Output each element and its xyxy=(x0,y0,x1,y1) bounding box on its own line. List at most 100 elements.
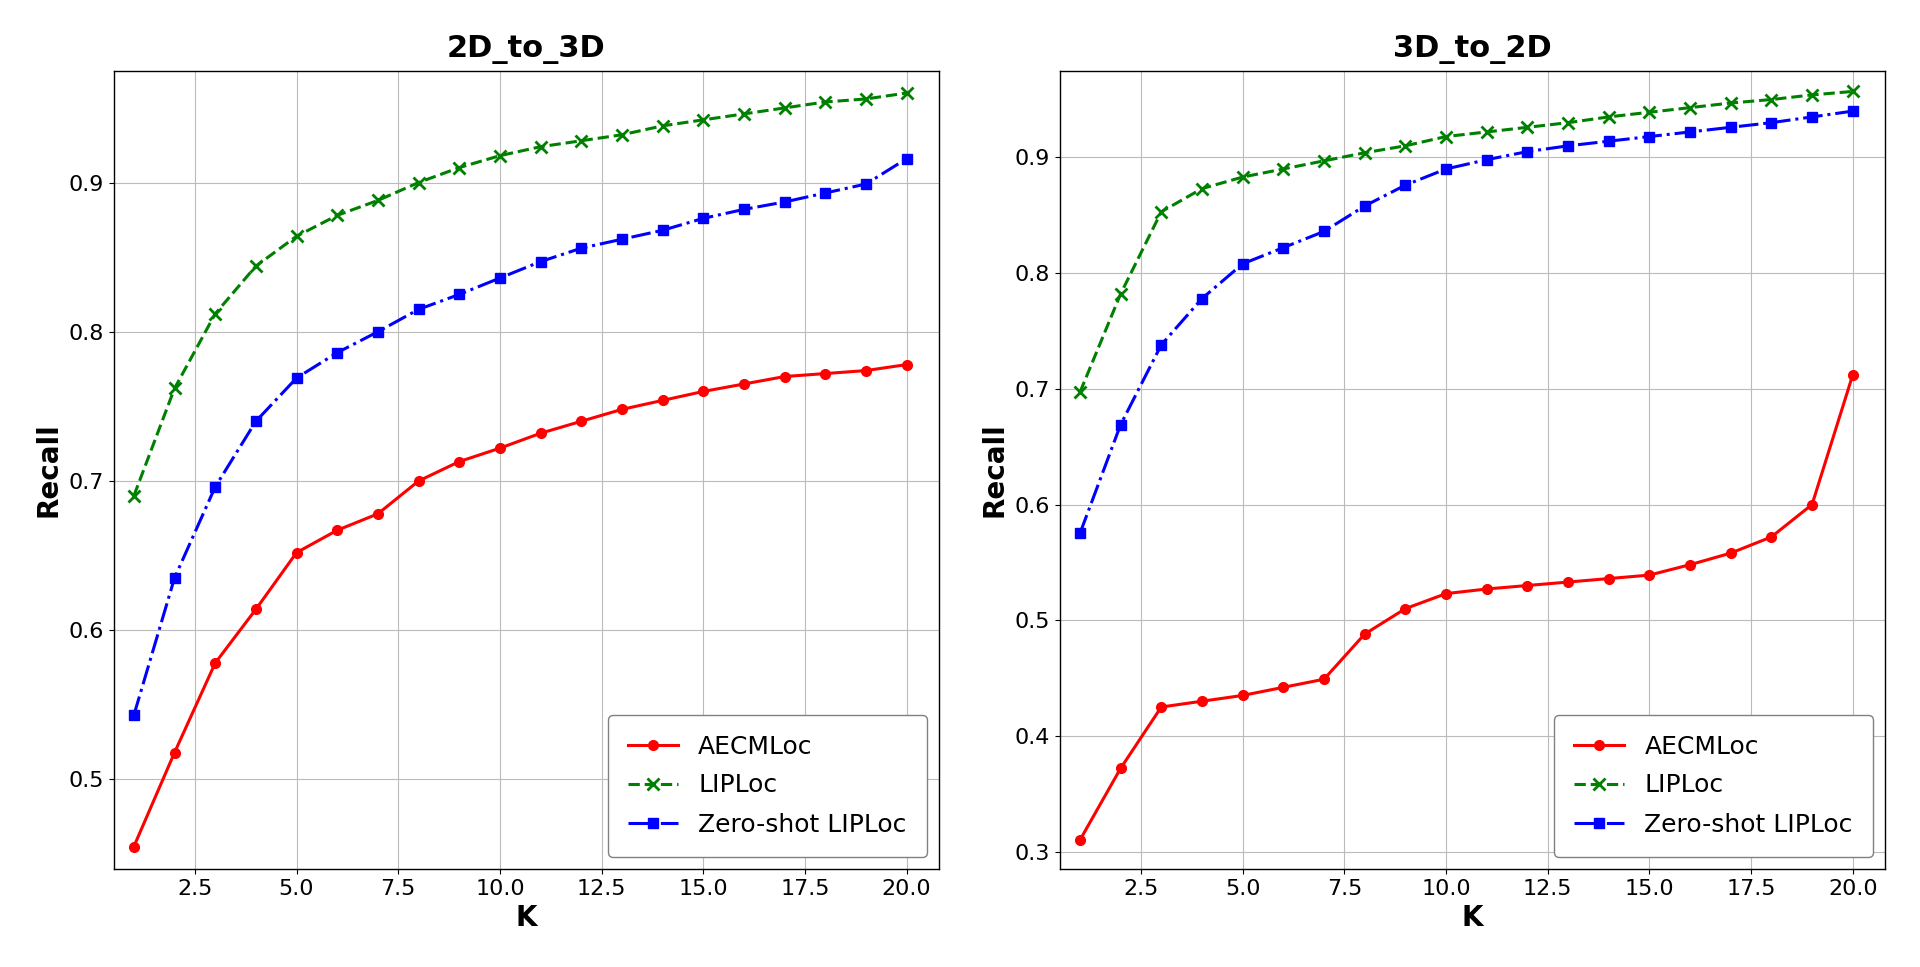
Zero-shot LIPLoc xyxy=(326,347,349,359)
AECMLoc xyxy=(326,524,349,536)
Zero-shot LIPLoc xyxy=(1515,146,1538,158)
AECMLoc xyxy=(1150,701,1173,713)
Zero-shot LIPLoc xyxy=(691,213,714,224)
Zero-shot LIPLoc xyxy=(1190,293,1213,305)
Zero-shot LIPLoc xyxy=(1313,225,1336,237)
LIPLoc xyxy=(284,230,307,242)
Y-axis label: Recall: Recall xyxy=(981,423,1008,517)
AECMLoc xyxy=(1515,579,1538,591)
AECMLoc xyxy=(611,403,634,415)
AECMLoc xyxy=(447,455,470,467)
LIPLoc xyxy=(651,120,674,132)
AECMLoc xyxy=(1475,583,1498,595)
AECMLoc xyxy=(244,603,267,615)
LIPLoc xyxy=(895,87,918,99)
LIPLoc xyxy=(570,135,593,147)
LIPLoc xyxy=(1313,155,1336,166)
LIPLoc xyxy=(1110,288,1133,300)
Zero-shot LIPLoc xyxy=(123,710,146,721)
X-axis label: K: K xyxy=(516,904,538,932)
LIPLoc xyxy=(163,383,186,395)
Zero-shot LIPLoc xyxy=(1801,111,1824,123)
AECMLoc xyxy=(530,427,553,439)
AECMLoc xyxy=(1557,576,1580,588)
Zero-shot LIPLoc xyxy=(895,153,918,164)
Legend: AECMLoc, LIPLoc, Zero-shot LIPLoc: AECMLoc, LIPLoc, Zero-shot LIPLoc xyxy=(609,715,927,857)
AECMLoc xyxy=(1678,559,1701,571)
Title: 2D_to_3D: 2D_to_3D xyxy=(447,35,605,64)
AECMLoc xyxy=(204,658,227,669)
AECMLoc xyxy=(284,546,307,558)
Zero-shot LIPLoc xyxy=(732,204,755,216)
AECMLoc xyxy=(1231,689,1254,701)
Y-axis label: Recall: Recall xyxy=(35,423,63,517)
AECMLoc xyxy=(854,365,877,376)
AECMLoc xyxy=(407,475,430,486)
AECMLoc xyxy=(1110,763,1133,775)
AECMLoc xyxy=(1354,629,1377,640)
LIPLoc xyxy=(367,194,390,206)
AECMLoc xyxy=(1313,673,1336,685)
AECMLoc xyxy=(163,747,186,758)
AECMLoc xyxy=(1718,547,1741,559)
AECMLoc xyxy=(1394,602,1417,614)
Zero-shot LIPLoc xyxy=(1068,528,1091,540)
AECMLoc xyxy=(367,508,390,519)
Legend: AECMLoc, LIPLoc, Zero-shot LIPLoc: AECMLoc, LIPLoc, Zero-shot LIPLoc xyxy=(1555,715,1872,857)
Line: Zero-shot LIPLoc: Zero-shot LIPLoc xyxy=(129,154,912,720)
AECMLoc xyxy=(651,395,674,406)
LIPLoc xyxy=(814,96,837,107)
AECMLoc xyxy=(1068,835,1091,846)
AECMLoc xyxy=(1271,682,1294,693)
AECMLoc xyxy=(1190,695,1213,707)
LIPLoc xyxy=(1761,94,1784,105)
X-axis label: K: K xyxy=(1461,904,1482,932)
Zero-shot LIPLoc xyxy=(1678,126,1701,137)
LIPLoc xyxy=(447,161,470,173)
Line: LIPLoc: LIPLoc xyxy=(1075,86,1859,397)
Zero-shot LIPLoc xyxy=(1231,258,1254,270)
AECMLoc xyxy=(123,841,146,853)
Zero-shot LIPLoc xyxy=(1761,117,1784,129)
LIPLoc xyxy=(611,129,634,140)
LIPLoc xyxy=(1190,183,1213,194)
LIPLoc xyxy=(407,177,430,189)
LIPLoc xyxy=(732,108,755,120)
LIPLoc xyxy=(1475,126,1498,137)
LIPLoc xyxy=(1231,171,1254,183)
LIPLoc xyxy=(1394,140,1417,152)
AECMLoc xyxy=(488,442,511,454)
Line: AECMLoc: AECMLoc xyxy=(1075,370,1859,845)
LIPLoc xyxy=(1515,122,1538,133)
LIPLoc xyxy=(1557,117,1580,129)
Zero-shot LIPLoc xyxy=(367,326,390,337)
AECMLoc xyxy=(1761,531,1784,542)
Zero-shot LIPLoc xyxy=(774,196,797,208)
Zero-shot LIPLoc xyxy=(1475,154,1498,165)
LIPLoc xyxy=(1678,102,1701,113)
LIPLoc xyxy=(1597,111,1620,123)
LIPLoc xyxy=(774,103,797,114)
LIPLoc xyxy=(1354,147,1377,159)
Line: AECMLoc: AECMLoc xyxy=(129,360,912,852)
Zero-shot LIPLoc xyxy=(1394,179,1417,190)
Zero-shot LIPLoc xyxy=(1597,135,1620,147)
LIPLoc xyxy=(530,141,553,153)
Zero-shot LIPLoc xyxy=(1557,140,1580,152)
Zero-shot LIPLoc xyxy=(1718,122,1741,133)
Zero-shot LIPLoc xyxy=(407,304,430,315)
Zero-shot LIPLoc xyxy=(1110,419,1133,430)
Zero-shot LIPLoc xyxy=(1434,163,1457,175)
LIPLoc xyxy=(1841,86,1864,98)
Zero-shot LIPLoc xyxy=(854,178,877,190)
AECMLoc xyxy=(1801,499,1824,511)
AECMLoc xyxy=(1638,570,1661,581)
Zero-shot LIPLoc xyxy=(163,572,186,584)
AECMLoc xyxy=(732,378,755,390)
LIPLoc xyxy=(1638,106,1661,118)
Zero-shot LIPLoc xyxy=(611,233,634,245)
Zero-shot LIPLoc xyxy=(244,416,267,427)
Zero-shot LIPLoc xyxy=(1150,339,1173,351)
AECMLoc xyxy=(774,370,797,382)
Zero-shot LIPLoc xyxy=(1638,131,1661,142)
